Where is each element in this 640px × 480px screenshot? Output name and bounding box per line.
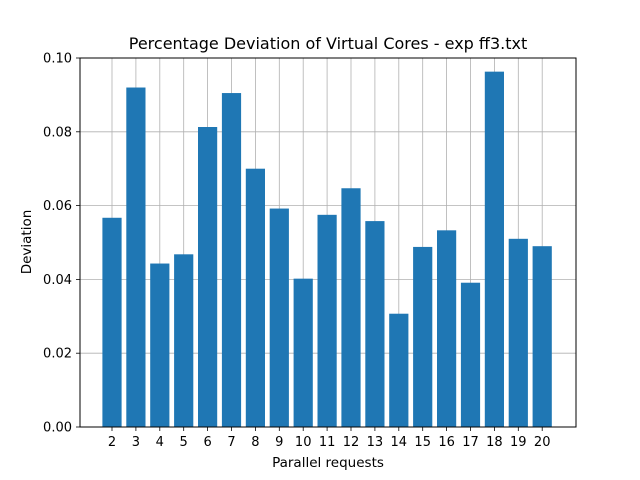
x-tick-label: 17: [462, 435, 479, 450]
bar: [198, 127, 218, 428]
x-tick-label: 5: [180, 435, 188, 450]
x-axis-ticks: 2 3 4 5 6 7 8 9 10 11 12 13 14 15 16 17 18 19 20: [108, 427, 551, 450]
bars: [102, 71, 552, 428]
y-tick-label: 0.10: [43, 52, 72, 67]
x-tick-label: 19: [510, 435, 527, 450]
bar: [413, 246, 433, 427]
bar: [389, 313, 409, 427]
chart-title: Percentage Deviation of Virtual Cores - …: [129, 34, 527, 53]
bar: [126, 87, 146, 428]
bar: [317, 214, 337, 427]
x-tick-label: 10: [295, 435, 312, 450]
bar: [221, 93, 242, 428]
bar: [293, 278, 313, 427]
y-tick-label: 0.00: [43, 421, 72, 436]
y-tick-label: 0.04: [43, 273, 72, 288]
y-tick-label: 0.06: [43, 199, 72, 214]
x-tick-label: 8: [251, 435, 259, 450]
bar: [102, 217, 122, 427]
bar: [245, 168, 265, 427]
x-tick-label: 14: [391, 435, 408, 450]
x-axis-label: Parallel requests: [272, 455, 384, 471]
bar: [532, 246, 552, 427]
bar: [508, 238, 528, 427]
x-tick-label: 6: [203, 435, 211, 450]
bar: [484, 71, 504, 427]
x-tick-label: 12: [343, 435, 360, 450]
x-tick-label: 15: [414, 435, 431, 450]
bar: [150, 263, 170, 427]
y-axis-ticks: 0.00 0.02 0.04 0.06 0.08 0.10: [43, 52, 80, 436]
plot-frame: [79, 57, 577, 428]
x-tick-label: 9: [275, 435, 283, 450]
x-tick-label: 11: [319, 435, 336, 450]
y-tick-label: 0.02: [43, 347, 72, 362]
x-tick-label: 13: [367, 435, 384, 450]
x-tick-label: 4: [156, 435, 164, 450]
x-tick-label: 3: [132, 435, 140, 450]
bar: [269, 208, 289, 427]
bar: [460, 282, 481, 427]
bar: [341, 188, 361, 427]
x-tick-label: 16: [438, 435, 455, 450]
bar: [437, 230, 457, 427]
x-tick-label: 20: [534, 435, 551, 450]
bar: [174, 254, 194, 427]
bar: [365, 221, 385, 427]
y-tick-label: 0.08: [43, 125, 72, 140]
y-axis-label: Deviation: [19, 210, 35, 275]
x-tick-label: 7: [227, 435, 235, 450]
x-tick-label: 2: [108, 435, 116, 450]
x-tick-label: 18: [486, 435, 503, 450]
